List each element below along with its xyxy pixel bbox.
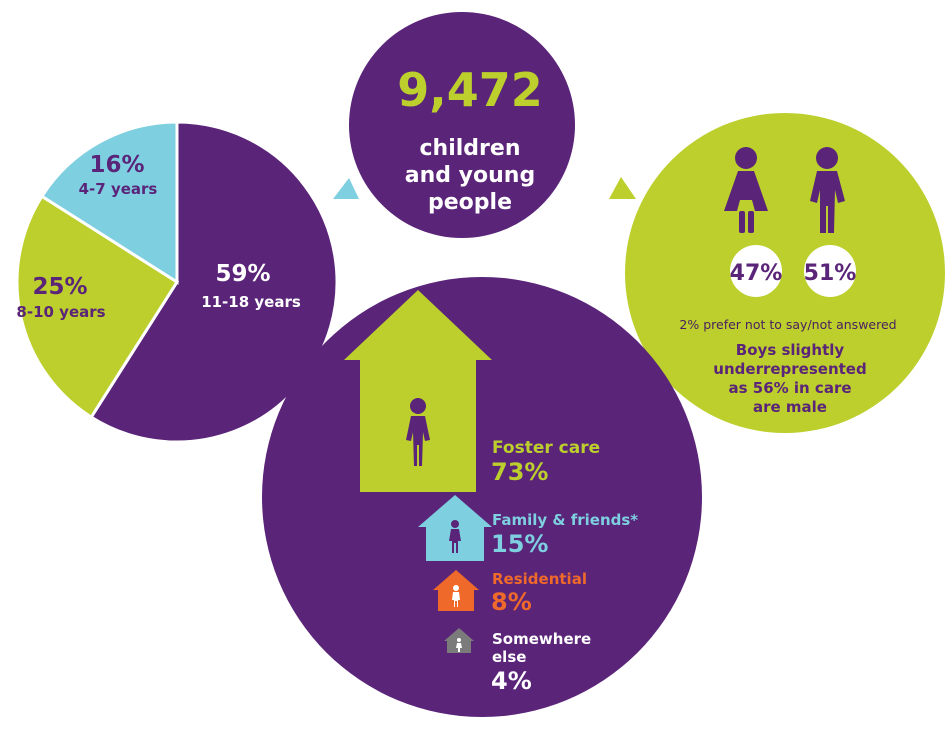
gender-note-line-2: underrepresented	[713, 360, 866, 378]
pie-label-8-10-range: 8-10 years	[16, 303, 105, 321]
somewhere-else-label-line-2: else	[492, 648, 526, 666]
boy-icon	[810, 147, 845, 233]
family-friends-percentage: 15%	[491, 530, 548, 558]
gender-circle-bg	[625, 113, 945, 433]
age-pie-chart: 59% 11-18 years 25% 8-10 years 16% 4-7 y…	[15, 120, 339, 444]
not-answered-note: 2% prefer not to say/not answered	[679, 317, 896, 332]
headline-circle: 9,472 children and young people	[349, 12, 575, 238]
girl-icon	[724, 147, 768, 233]
gender-note-line-3: as 56% in care	[728, 379, 851, 397]
pie-label-11-18-range: 11-18 years	[201, 293, 301, 311]
gender-circle: 47% 51% 2% prefer not to say/not answere…	[625, 113, 945, 433]
boys-badge	[804, 245, 856, 297]
pie-slice-4-7-years	[39, 120, 179, 285]
headline-circle-bg	[349, 12, 575, 238]
girls-badge	[730, 245, 782, 297]
boys-percentage: 51%	[804, 261, 857, 286]
foster-care-percentage: 73%	[491, 458, 548, 486]
somewhere-else-house-icon	[444, 628, 474, 653]
residential-label: Residential	[492, 570, 587, 588]
somewhere-else-percentage: 4%	[491, 667, 532, 695]
family-friends-house-icon	[418, 495, 492, 561]
headline-line-2: and young	[405, 163, 535, 188]
headline-line-3: people	[428, 190, 512, 215]
gender-note-line-4: are male	[753, 398, 827, 416]
arrow-left-icon	[333, 178, 359, 199]
residential-percentage: 8%	[491, 588, 532, 616]
pie-label-11-18-value: 59%	[215, 261, 270, 287]
family-friends-label: Family & friends*	[492, 511, 638, 529]
girls-percentage: 47%	[730, 261, 783, 286]
headline-number: 9,472	[397, 63, 543, 117]
pie-label-4-7-value: 16%	[89, 152, 144, 178]
placement-circle-bg	[262, 277, 702, 717]
gender-note-line-1: Boys slightly	[736, 341, 845, 359]
headline-line-1: children	[420, 136, 521, 161]
pie-label-4-7-range: 4-7 years	[79, 180, 158, 198]
somewhere-else-label-line-1: Somewhere	[492, 630, 591, 648]
arrow-right-icon	[609, 177, 636, 199]
residential-house-icon	[433, 570, 479, 611]
pie-slice-8-10-years	[15, 194, 180, 420]
placement-circle: Foster care 73% Family & friends* 15% Re…	[262, 277, 702, 717]
pie-label-8-10-value: 25%	[32, 274, 87, 300]
pie-slice-11-18-years	[89, 120, 339, 444]
foster-care-house-icon	[344, 290, 492, 492]
foster-care-label: Foster care	[492, 438, 600, 458]
